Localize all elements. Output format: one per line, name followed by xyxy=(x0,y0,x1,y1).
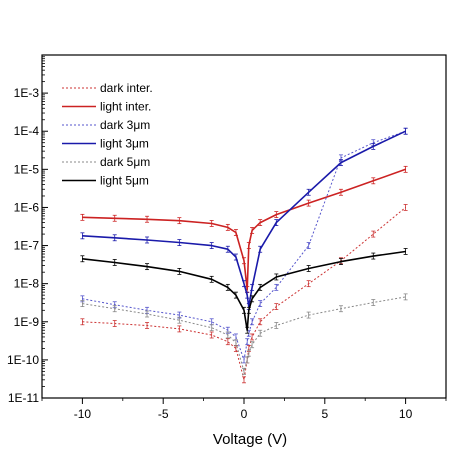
x-tick-label: -5 xyxy=(158,407,169,421)
x-tick-label: -10 xyxy=(74,407,92,421)
y-tick-label: 1E-8 xyxy=(14,277,40,291)
legend-label: dark 3μm xyxy=(100,118,150,132)
x-axis-title: Voltage (V) xyxy=(213,431,287,448)
x-tick-label: 0 xyxy=(241,407,248,421)
axes: 1E-11 1E-10 1E-9 1E-8 1E-7 1E-6 1E-5 1E-4 1E-3 -1… xyxy=(7,56,447,421)
legend-label: dark 5μm xyxy=(100,155,150,169)
y-tick-label: 1E-11 xyxy=(8,391,39,405)
y-tick-label: 1E-6 xyxy=(14,200,40,214)
legend-label: light inter. xyxy=(100,100,151,114)
y-tick-label: 1E-3 xyxy=(14,86,40,100)
legend-label: light 5μm xyxy=(100,174,149,188)
legend-label: light 3μm xyxy=(100,137,149,151)
series-group xyxy=(80,127,408,384)
y-tick-label: 1E-4 xyxy=(14,124,40,138)
x-tick-label: 10 xyxy=(399,407,413,421)
legend: dark inter. light inter. dark 3μm light 3μm… xyxy=(62,81,153,188)
y-tick-label: 1E-9 xyxy=(14,315,40,329)
series-line xyxy=(82,207,406,381)
x-tick-label: 5 xyxy=(321,407,328,421)
y-tick-label: 1E-10 xyxy=(7,353,39,367)
y-tick-label: 1E-5 xyxy=(14,162,40,176)
y-tick-label: 1E-7 xyxy=(14,239,40,253)
legend-label: dark inter. xyxy=(100,81,153,95)
